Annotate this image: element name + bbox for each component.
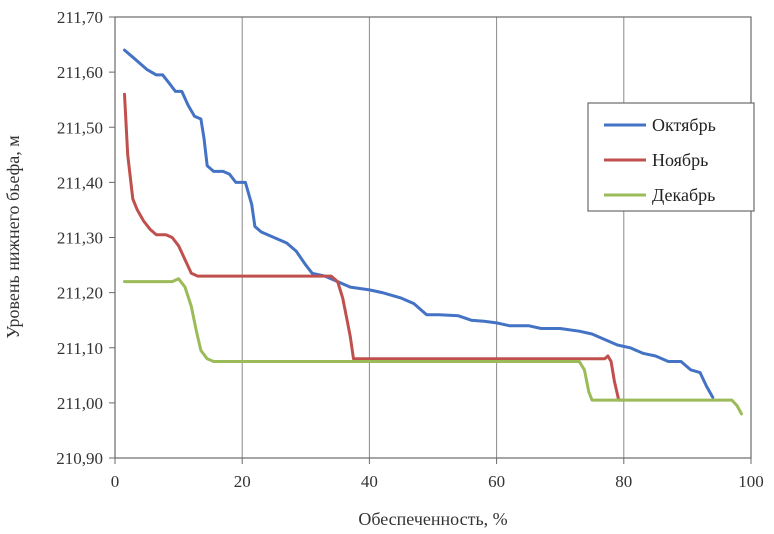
y-tick-label: 211,70 — [57, 8, 103, 27]
y-tick-label: 211,00 — [57, 394, 103, 413]
y-axis-title: Уровень нижнего бьефа, м — [3, 135, 23, 338]
y-axis-ticks: 210,90 211,00 211,10 211,20 211,30 211,40 211,… — [56, 8, 115, 468]
series-line-1 — [123, 48, 715, 399]
series-line-2 — [123, 92, 626, 402]
x-axis-ticks: 0 20 40 60 80 100 — [111, 458, 764, 491]
x-axis-title: Обеспеченность, % — [358, 509, 507, 529]
x-tick-label: 100 — [738, 472, 764, 491]
legend-label: Ноябрь — [652, 150, 708, 170]
grid — [241, 17, 625, 458]
x-tick-label: 40 — [361, 472, 378, 491]
legend-label: Декабрь — [652, 185, 715, 205]
legend-box — [587, 102, 755, 212]
y-tick-label: 211,40 — [57, 173, 103, 192]
legend-label: Октябрь — [652, 115, 716, 135]
y-tick-label: 211,10 — [57, 339, 103, 358]
x-tick-label: 80 — [615, 472, 632, 491]
y-tick-label: 211,60 — [57, 63, 103, 82]
y-tick-label: 211,50 — [57, 118, 103, 137]
series-lines — [123, 48, 743, 416]
series-line-3 — [123, 277, 743, 416]
y-tick-label: 211,20 — [57, 284, 103, 303]
x-tick-label: 20 — [234, 472, 251, 491]
y-tick-label: 211,30 — [57, 229, 103, 248]
y-tick-label: 210,90 — [56, 449, 103, 468]
plot-frame — [114, 16, 752, 459]
x-tick-label: 60 — [488, 472, 505, 491]
x-tick-label: 0 — [111, 472, 120, 491]
legend: Октябрь Ноябрь Декабрь — [587, 102, 755, 212]
